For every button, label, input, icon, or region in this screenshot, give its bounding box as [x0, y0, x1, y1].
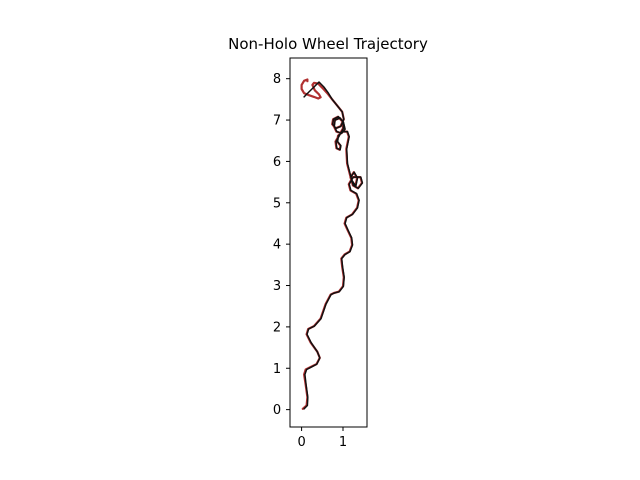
- y-tick-label: 8: [273, 72, 281, 87]
- y-tick-label: 2: [273, 320, 281, 335]
- y-tick-label: 1: [273, 362, 281, 377]
- y-tick-label: 5: [273, 196, 281, 211]
- y-tick-label: 6: [273, 155, 281, 170]
- chart-title: Non-Holo Wheel Trajectory: [228, 35, 428, 53]
- y-tick-label: 0: [273, 403, 281, 418]
- x-tick-label: 0: [297, 435, 305, 450]
- axes-frame: [289, 57, 368, 428]
- y-tick-label: 4: [273, 238, 281, 253]
- y-axis: 0 1 2 3 4 5 6 7 8: [273, 72, 290, 418]
- series-line-actual: [303, 81, 364, 410]
- y-tick-label: 7: [273, 114, 281, 129]
- y-tick-label: 3: [273, 279, 281, 294]
- x-tick-label: 1: [339, 435, 347, 450]
- plot-area: [300, 78, 364, 410]
